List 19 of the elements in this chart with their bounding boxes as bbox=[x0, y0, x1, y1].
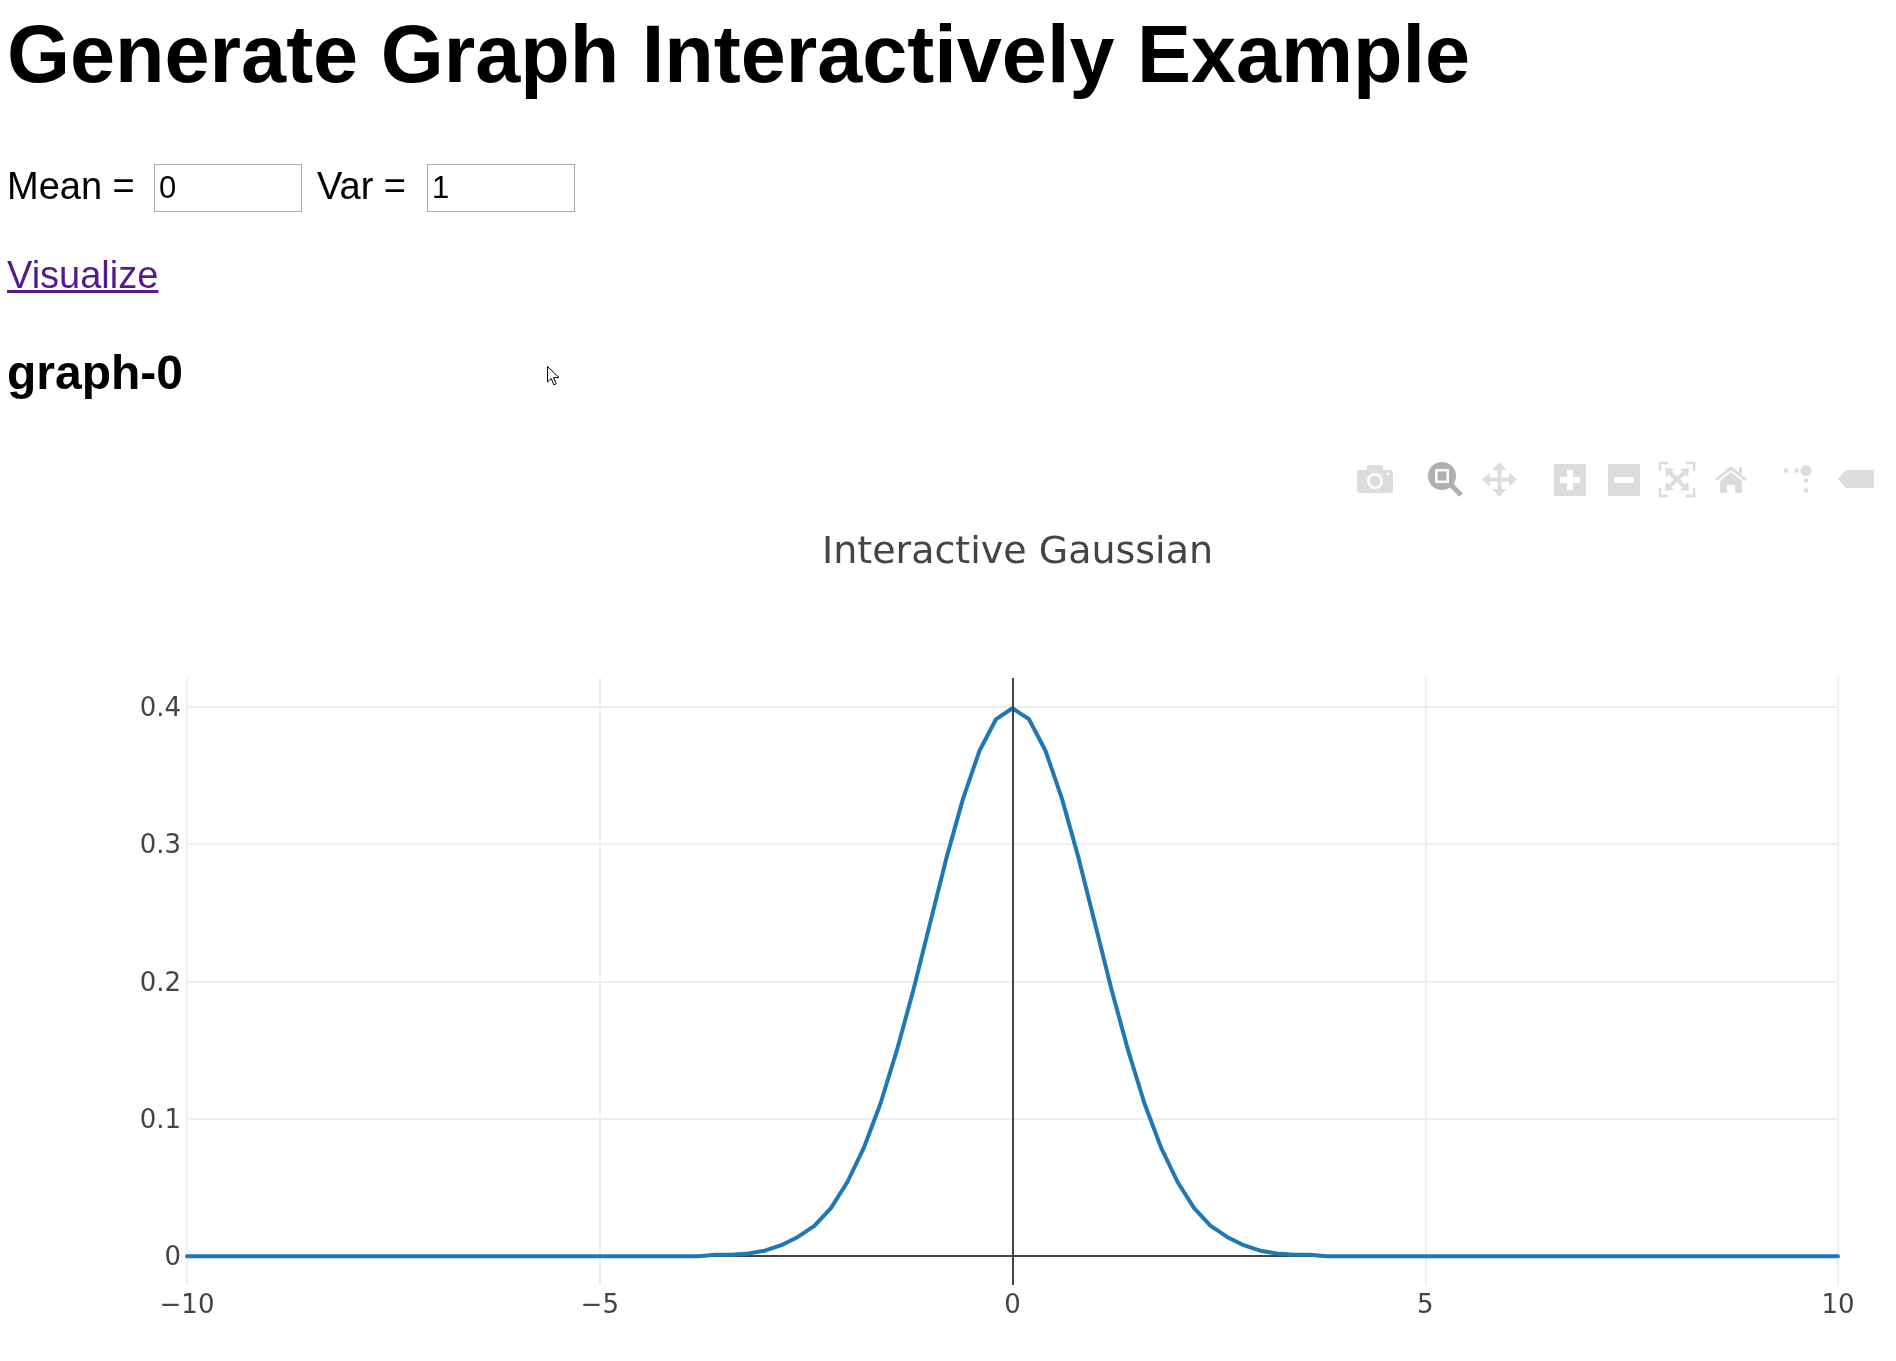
text: graph-0 bbox=[7, 345, 184, 401]
y-tick-label: 0.4 bbox=[139, 691, 181, 722]
chart-title: Interactive Gaussian bbox=[821, 528, 1214, 572]
text: Var = bbox=[317, 164, 407, 208]
text: Visualize bbox=[7, 253, 159, 297]
text-field: 0 bbox=[154, 164, 302, 212]
text: Generate Graph Interactively Example bbox=[7, 8, 1471, 100]
x-tick-label: −5 bbox=[580, 1289, 619, 1319]
y-tick-label: 0.1 bbox=[139, 1103, 181, 1134]
x-tick-label: −10 bbox=[159, 1289, 215, 1319]
y-tick-label: 0 bbox=[164, 1241, 181, 1272]
y-tick-label: 0.2 bbox=[139, 966, 181, 997]
text-field: 1 bbox=[427, 164, 575, 212]
x-tick-label: 5 bbox=[1416, 1289, 1434, 1319]
y-tick-label: 0.3 bbox=[139, 829, 181, 860]
x-tick-label: 10 bbox=[1821, 1289, 1855, 1319]
text: Mean = bbox=[7, 164, 135, 208]
x-tick-label: 0 bbox=[1004, 1289, 1021, 1319]
line-series bbox=[185, 706, 1840, 1259]
